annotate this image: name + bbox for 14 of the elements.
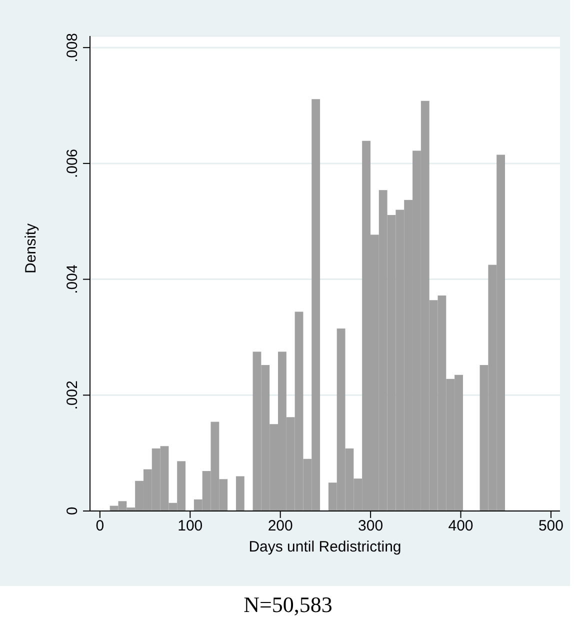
y-tick-label: .002 [64, 380, 81, 410]
x-tick-label: 100 [178, 518, 203, 535]
y-tick-label: .004 [64, 264, 81, 294]
y-tick-label: .008 [64, 32, 81, 62]
y-tick-label: .006 [64, 148, 81, 178]
x-axis-title: Days until Redistricting [248, 538, 402, 556]
y-tick-label: 0 [64, 506, 81, 516]
x-tick-label: 0 [96, 518, 104, 535]
text: N=50,583 [242, 592, 334, 618]
y-axis-title: Density [22, 222, 40, 274]
x-tick-label: 500 [538, 518, 564, 535]
x-tick-label: 200 [268, 518, 293, 535]
x-tick-label: 300 [358, 518, 384, 535]
x-tick-label: 400 [448, 518, 474, 535]
